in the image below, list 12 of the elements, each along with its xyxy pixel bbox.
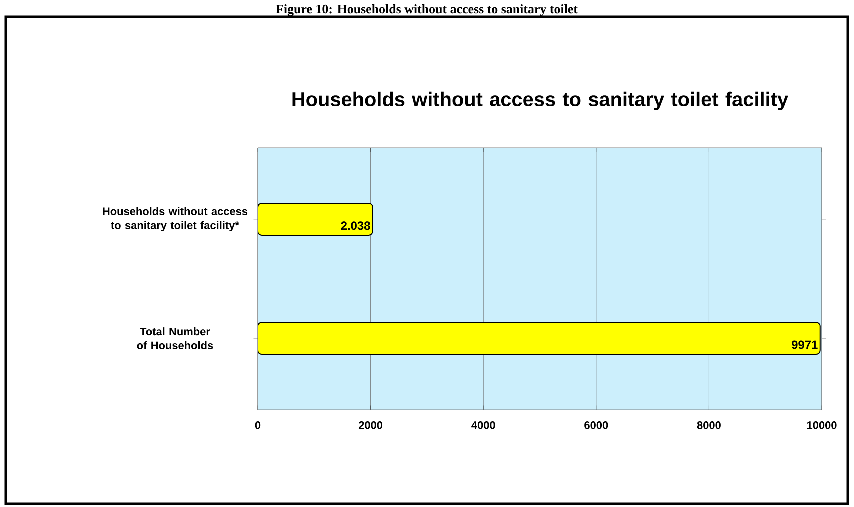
- x-tick-label: 6000: [584, 422, 608, 430]
- y-tick-label: Households without access to sanitary toilet facility*: [103, 207, 248, 232]
- caption: Figure 10: Households without access to sanitary toilet: [276, 4, 578, 16]
- x-tick-label: 0: [255, 422, 261, 430]
- x-tick-label: 4000: [472, 422, 496, 430]
- x-tick-label: 8000: [697, 422, 721, 430]
- x-tick-label: 10000: [807, 422, 837, 430]
- chart-title: Households without access to sanitary toilet facility: [292, 92, 788, 111]
- y-tick-label: Total Number of Households: [137, 328, 214, 350]
- x-tick-label: 2000: [358, 422, 383, 430]
- data-label: 9971: [792, 340, 818, 350]
- data-label: 2.038: [341, 222, 370, 230]
